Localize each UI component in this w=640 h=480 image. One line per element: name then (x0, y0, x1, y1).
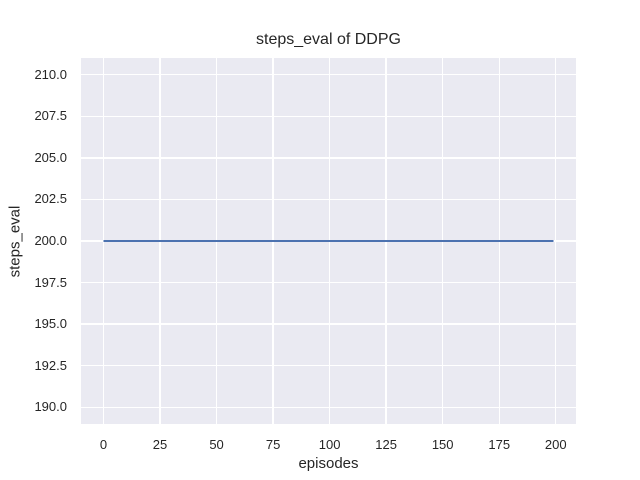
chart-title: steps_eval of DDPG (256, 31, 401, 48)
y-tick-label: 192.5 (34, 357, 67, 373)
x-tick-label: 50 (209, 437, 224, 452)
x-axis-label: episodes (298, 455, 359, 472)
y-tick-label: 200.0 (34, 233, 67, 248)
x-tick-label: 200 (544, 437, 567, 452)
x-tick-label: 175 (488, 437, 511, 452)
gridline-horizontal (81, 115, 576, 117)
gridline-horizontal (81, 198, 576, 201)
x-tick-label: 75 (265, 437, 281, 452)
gridline-horizontal (81, 157, 576, 159)
y-tick-label: 207.5 (34, 108, 67, 124)
plot-area (81, 58, 576, 424)
y-tick-label: 210.0 (34, 66, 67, 82)
gridline-horizontal (81, 323, 576, 325)
y-tick-label: 190.0 (34, 399, 67, 415)
gridline-horizontal (81, 406, 576, 409)
x-tick-label: 0 (99, 437, 108, 452)
x-tick-label: 25 (152, 437, 168, 452)
plot-canvas (103, 240, 554, 242)
x-tick-label: 150 (431, 437, 454, 452)
y-tick-label: 197.5 (34, 274, 67, 290)
gridline-horizontal (81, 365, 576, 367)
y-tick-label: 202.5 (34, 191, 67, 207)
gridline-horizontal (81, 73, 576, 76)
x-tick-label: 125 (375, 437, 397, 452)
y-tick-label: 205.0 (34, 149, 67, 165)
x-tick-label: 100 (318, 437, 341, 452)
gridline-horizontal (81, 281, 576, 284)
y-tick-label: 195.0 (34, 316, 67, 332)
